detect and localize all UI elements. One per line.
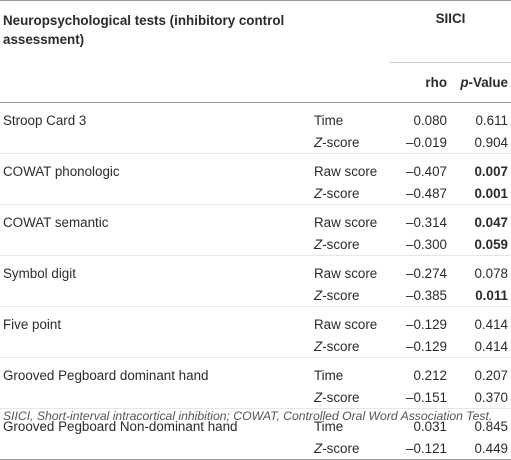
measure-label: Z-score xyxy=(314,437,390,460)
rho-value: –0.300 xyxy=(406,236,447,252)
test-name: Symbol digit xyxy=(0,255,314,284)
p-value: 0.845 xyxy=(458,408,511,437)
p-value: 0.611 xyxy=(458,102,511,131)
rho-value: –0.314 xyxy=(390,204,458,233)
measure-label: Z-score xyxy=(314,287,360,303)
rho-value: –0.407 xyxy=(390,153,458,182)
column-header-siici: SIICI xyxy=(435,11,466,26)
measure-label: Raw score xyxy=(314,153,390,182)
column-header-pvalue: p-Value xyxy=(458,62,511,103)
test-name xyxy=(0,284,314,307)
table-row: Stroop Card 3 Time 0.080 0.611 xyxy=(0,102,511,131)
column-header-tests: Neuropsychological tests (inhibitory con… xyxy=(3,13,285,47)
measure-label: Z-score xyxy=(314,134,360,150)
rho-value: –0.487 xyxy=(406,185,447,201)
test-name: COWAT semantic xyxy=(0,204,314,233)
measure-label: Z-score xyxy=(314,389,360,405)
p-value: 0.007 xyxy=(458,153,511,182)
p-value: 0.449 xyxy=(458,437,511,460)
test-name: Grooved Pegboard dominant hand xyxy=(0,357,314,386)
rho-value: –0.121 xyxy=(390,437,458,460)
table-row: Grooved Pegboard dominant hand Time 0.212 0… xyxy=(0,357,511,386)
test-name: Five point xyxy=(0,306,314,335)
test-name xyxy=(0,386,314,409)
measure-label: Raw score xyxy=(314,306,390,335)
rho-value: 0.031 xyxy=(390,408,458,437)
rho-value: –0.129 xyxy=(390,306,458,335)
test-name: Stroop Card 3 xyxy=(0,102,314,131)
test-name xyxy=(0,131,314,154)
table-row: Five point Raw score –0.129 0.414 xyxy=(0,306,511,335)
p-value: 0.001 xyxy=(474,185,508,201)
table-row: Z-score –0.129 0.414 xyxy=(0,335,511,358)
measure-label: Z-score xyxy=(314,185,360,201)
table-row: Z-score –0.121 0.449 xyxy=(0,437,511,460)
test-name: COWAT phonologic xyxy=(0,153,314,182)
table-row: Z-score –0.487 0.001 xyxy=(0,182,511,205)
column-header-rho: rho xyxy=(390,62,458,103)
test-name xyxy=(0,437,314,460)
p-value: 0.047 xyxy=(458,204,511,233)
rho-value: –0.129 xyxy=(406,338,447,354)
table-row: COWAT semantic Raw score –0.314 0.047 xyxy=(0,204,511,233)
test-name xyxy=(0,335,314,358)
table-row: Symbol digit Raw score –0.274 0.078 xyxy=(0,255,511,284)
measure-label: Time xyxy=(314,102,390,131)
measure-label: Time xyxy=(314,357,390,386)
p-value: 0.059 xyxy=(474,236,508,252)
rho-value: 0.080 xyxy=(390,102,458,131)
measure-label: Raw score xyxy=(314,204,390,233)
rho-value: –0.274 xyxy=(390,255,458,284)
rho-value: –0.385 xyxy=(406,287,447,303)
table-row: Z-score –0.300 0.059 xyxy=(0,233,511,256)
measure-label: Time xyxy=(314,408,390,437)
rho-value: –0.151 xyxy=(406,389,447,405)
measure-label: Raw score xyxy=(314,255,390,284)
measure-label: Z-score xyxy=(314,338,360,354)
p-value: 0.414 xyxy=(458,306,511,335)
test-name: Grooved Pegboard Non-dominant hand xyxy=(0,408,314,437)
p-value: 0.904 xyxy=(474,134,508,150)
rho-value: 0.212 xyxy=(390,357,458,386)
test-name xyxy=(0,233,314,256)
table-row: Z-score –0.151 0.370 xyxy=(0,386,511,409)
test-name xyxy=(0,182,314,205)
p-value: 0.207 xyxy=(458,357,511,386)
rho-value: –0.019 xyxy=(406,134,447,150)
table-row: Z-score –0.385 0.011 xyxy=(0,284,511,307)
table-footnote: SIICI, Short-interval intracortical inhi… xyxy=(3,409,493,423)
measure-label: Z-score xyxy=(314,236,360,252)
p-value: 0.414 xyxy=(474,338,508,354)
table-row: COWAT phonologic Raw score –0.407 0.007 xyxy=(0,153,511,182)
p-value: 0.078 xyxy=(458,255,511,284)
p-value: 0.011 xyxy=(475,287,508,303)
table-row: Z-score –0.019 0.904 xyxy=(0,131,511,154)
p-value: 0.370 xyxy=(474,389,508,405)
table-row: Grooved Pegboard Non-dominant hand Time 0.… xyxy=(0,408,511,437)
